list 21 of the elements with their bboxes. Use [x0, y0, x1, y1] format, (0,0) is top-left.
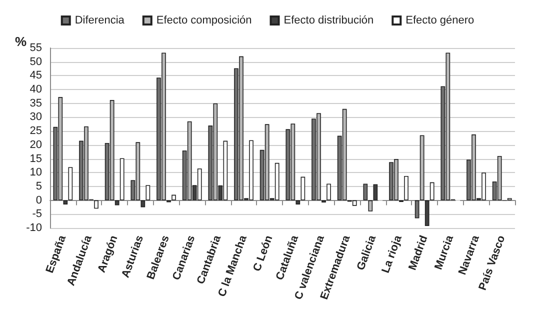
y-tick-label: 50 [30, 56, 42, 68]
y-tick-label: 45 [30, 70, 42, 82]
y-tick-label: 35 [30, 97, 42, 110]
y-tick-label: 5 [36, 180, 42, 192]
x-tick-label: La rioja [380, 233, 405, 275]
legend-label: Efecto composición [156, 14, 252, 26]
y-tick-label: 10 [30, 166, 42, 179]
y-tick-label: 15 [30, 152, 42, 165]
y-tick-label: 20 [30, 138, 42, 151]
legend-label: Diferencia [74, 14, 126, 26]
y-tick-label: -5 [32, 208, 42, 220]
y-tick-label: 55 [30, 42, 42, 54]
y-tick-label: 40 [30, 84, 42, 96]
y-tick-label: 25 [30, 125, 42, 138]
x-tick-label: C León [251, 234, 276, 274]
legend-label: Efecto género [406, 14, 474, 26]
y-axis-title: % [15, 34, 27, 49]
legend-label: Efecto distribución [284, 14, 374, 26]
y-tick-label: 30 [30, 111, 42, 124]
y-tick-label: -10 [26, 222, 42, 234]
y-tick-label: 0 [36, 194, 42, 206]
